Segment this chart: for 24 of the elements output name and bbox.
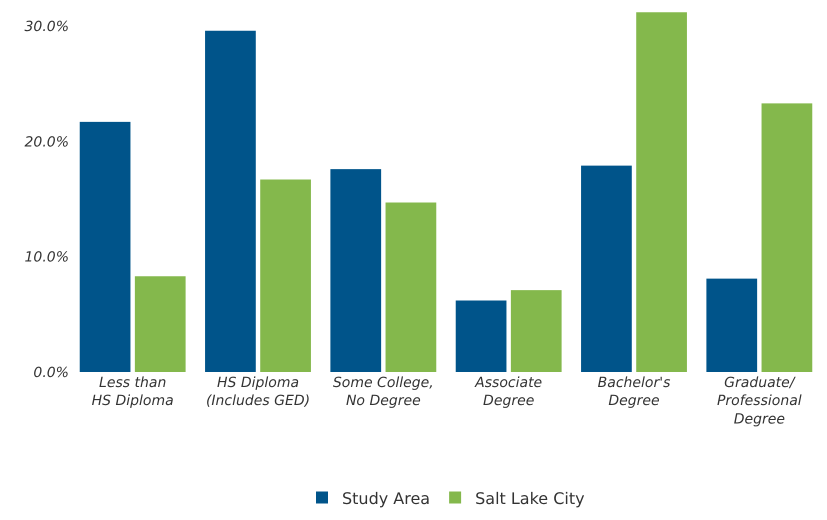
x-tick-label: Associate Degree <box>474 375 542 410</box>
bar <box>581 166 632 372</box>
x-tick-label: Bachelor's Degree <box>598 375 670 410</box>
bar <box>510 290 562 372</box>
bar <box>80 122 130 372</box>
legend-label: Study Area <box>342 488 430 508</box>
bar <box>260 179 311 372</box>
y-tick-label: 30.0% <box>24 19 69 36</box>
y-tick-label: 10.0% <box>24 250 69 266</box>
bar <box>456 300 506 372</box>
bar <box>762 103 812 372</box>
legend-label: Salt Lake City <box>475 488 585 508</box>
x-tick-label: Less than HS Diploma <box>92 375 174 410</box>
x-tick-label: Some College, No Degree <box>332 375 434 410</box>
bar <box>330 169 382 372</box>
y-tick-label: 0.0% <box>33 364 69 381</box>
bar <box>205 30 256 372</box>
x-tick-label: Graduate/ Professional Degree <box>716 375 802 428</box>
bar <box>636 12 687 372</box>
bar <box>134 276 186 372</box>
x-tick-label: HS Diploma (Includes GED) <box>206 375 310 410</box>
y-tick-label: 20.0% <box>24 134 69 150</box>
bar <box>386 202 436 372</box>
bar <box>706 278 758 372</box>
